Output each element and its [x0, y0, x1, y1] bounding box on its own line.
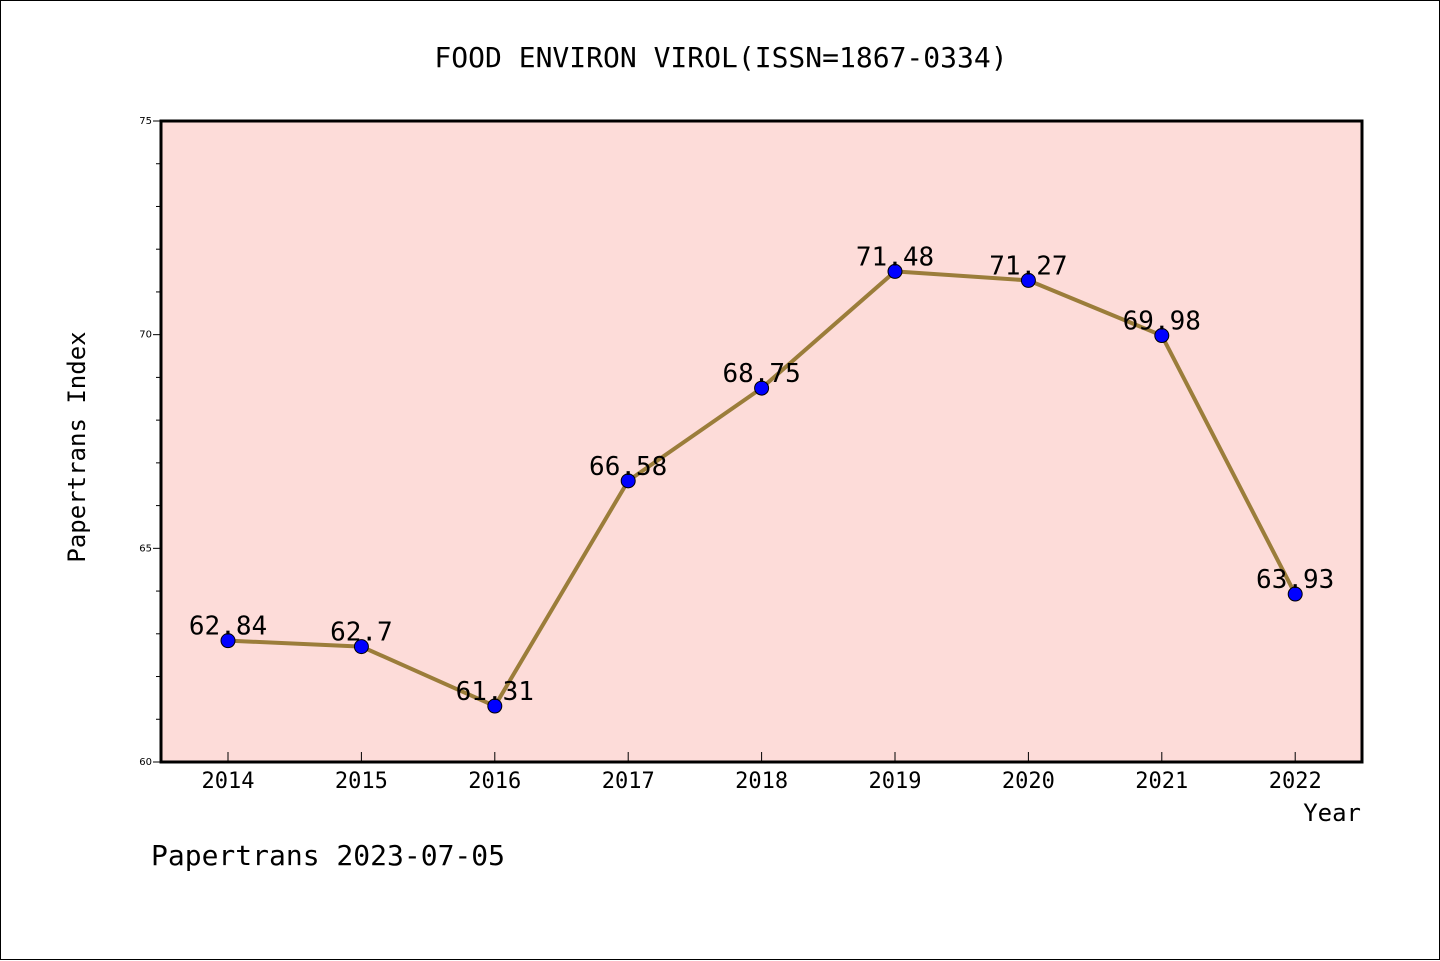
x-tick-label: 2014 — [202, 769, 255, 794]
series-group — [220, 263, 1303, 714]
x-tick-label: 2022 — [1269, 769, 1322, 794]
y-tick-label: 65 — [139, 543, 152, 554]
data-point — [887, 263, 903, 279]
y-tick-label: 60 — [139, 757, 152, 768]
data-point — [620, 473, 636, 489]
data-label: 69.98 — [1123, 307, 1201, 337]
y-tick-label: 75 — [139, 116, 152, 127]
data-label: 63.93 — [1256, 565, 1334, 595]
data-label: 71.48 — [856, 242, 934, 272]
data-label: 61.31 — [456, 677, 534, 707]
data-point — [353, 639, 369, 655]
data-label: 62.7 — [330, 618, 393, 648]
x-tick-label: 2018 — [735, 769, 788, 794]
data-point — [487, 698, 503, 714]
data-point — [220, 633, 236, 649]
data-label: 71.27 — [989, 251, 1067, 281]
data-point — [754, 380, 770, 396]
chart-title: FOOD ENVIRON VIROL(ISSN=1867-0334) — [434, 41, 1007, 74]
y-axis-label: Papertrans Index — [63, 331, 91, 562]
x-tick-label: 2020 — [1002, 769, 1055, 794]
y-axis: 60 65 70 75 — [139, 116, 161, 768]
x-axis-label: Year — [1303, 799, 1361, 827]
x-tick-label: 2019 — [869, 769, 922, 794]
x-tick-label: 2015 — [335, 769, 388, 794]
data-label: 66.58 — [589, 452, 667, 482]
x-tick-label: 2021 — [1135, 769, 1188, 794]
footer-text: Papertrans 2023-07-05 — [151, 839, 505, 872]
data-label: 62.84 — [189, 612, 267, 642]
y-tick-label: 70 — [139, 330, 152, 341]
data-point — [1287, 586, 1303, 602]
data-point — [1020, 272, 1036, 288]
x-tick-label: 2016 — [468, 769, 521, 794]
plot-area — [159, 119, 1364, 764]
x-tick-label: 2017 — [602, 769, 655, 794]
data-point — [1154, 328, 1170, 344]
data-label: 68.75 — [722, 359, 800, 389]
x-axis: 2014 2015 2016 2017 2018 2019 2020 2021 2022 — [202, 752, 1322, 794]
data-labels: 62.84 62.7 61.31 66.58 68.75 71.48 71.27 69.98 6… — [189, 242, 1334, 707]
